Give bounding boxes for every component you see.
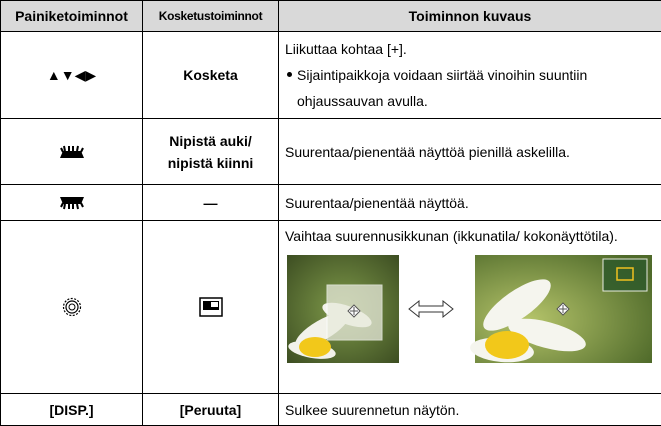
touch-cell: — [142, 184, 279, 221]
button-cell [0, 118, 143, 185]
front-dial-icon [59, 145, 84, 158]
button-cell [0, 184, 143, 221]
touch-cell: Nipistä auki/ nipistä kiinni [142, 118, 279, 185]
note-text: Sijaintipaikkoja voidaan siirtää vinoihi… [297, 67, 588, 109]
description: Liikuttaa kohtaa [+]. [285, 41, 407, 57]
description-cell: Suurentaa/pienentää näyttöä. [278, 184, 661, 221]
row: Vaihtaa suurennusikkunan (ikkunatila/ ko… [0, 220, 661, 394]
header-cell: Painiketoiminnot [0, 0, 143, 32]
touch-cell: [Peruuta] [142, 393, 279, 426]
description-cell: Sulkee suurennetun näytön. [278, 393, 661, 426]
control-dial-icon [62, 297, 81, 317]
touch-cell [142, 220, 279, 394]
header-cell: Kosketustoiminnot [142, 0, 279, 32]
description-cell: Liikuttaa kohtaa [+]. Sijaintipaikkoja v… [278, 31, 661, 119]
header-cell: Toiminnon kuvaus [278, 0, 661, 32]
illustration [287, 255, 652, 363]
description-cell: Vaihtaa suurennusikkunan (ikkunatila/ ko… [278, 220, 661, 394]
window-icon [198, 297, 223, 317]
note: Sijaintipaikkoja voidaan siirtää vinoihi… [285, 62, 655, 114]
rear-dial-icon [59, 196, 84, 209]
row: — Suurentaa/pienentää näyttöä. [0, 184, 661, 221]
button-cell: ▲▼◀▶ [0, 31, 143, 119]
row: ▲▼◀▶ Kosketa Liikuttaa kohtaa [+]. Sijai… [0, 31, 661, 119]
row: Nipistä auki/ nipistä kiinni Suurentaa/p… [0, 118, 661, 185]
row: [DISP.] [Peruuta] Sulkee suurennetun näy… [0, 393, 661, 426]
button-cell [0, 220, 143, 394]
bullet [287, 72, 292, 77]
touch-cell: Kosketa [142, 31, 279, 119]
header-row: Painiketoiminnot Kosketustoiminnot Toimi… [0, 0, 661, 32]
button-cell: [DISP.] [0, 393, 143, 426]
description: Vaihtaa suurennusikkunan (ikkunatila/ ko… [285, 228, 618, 244]
description-cell: Suurentaa/pienentää näyttöä pienillä ask… [278, 118, 661, 185]
